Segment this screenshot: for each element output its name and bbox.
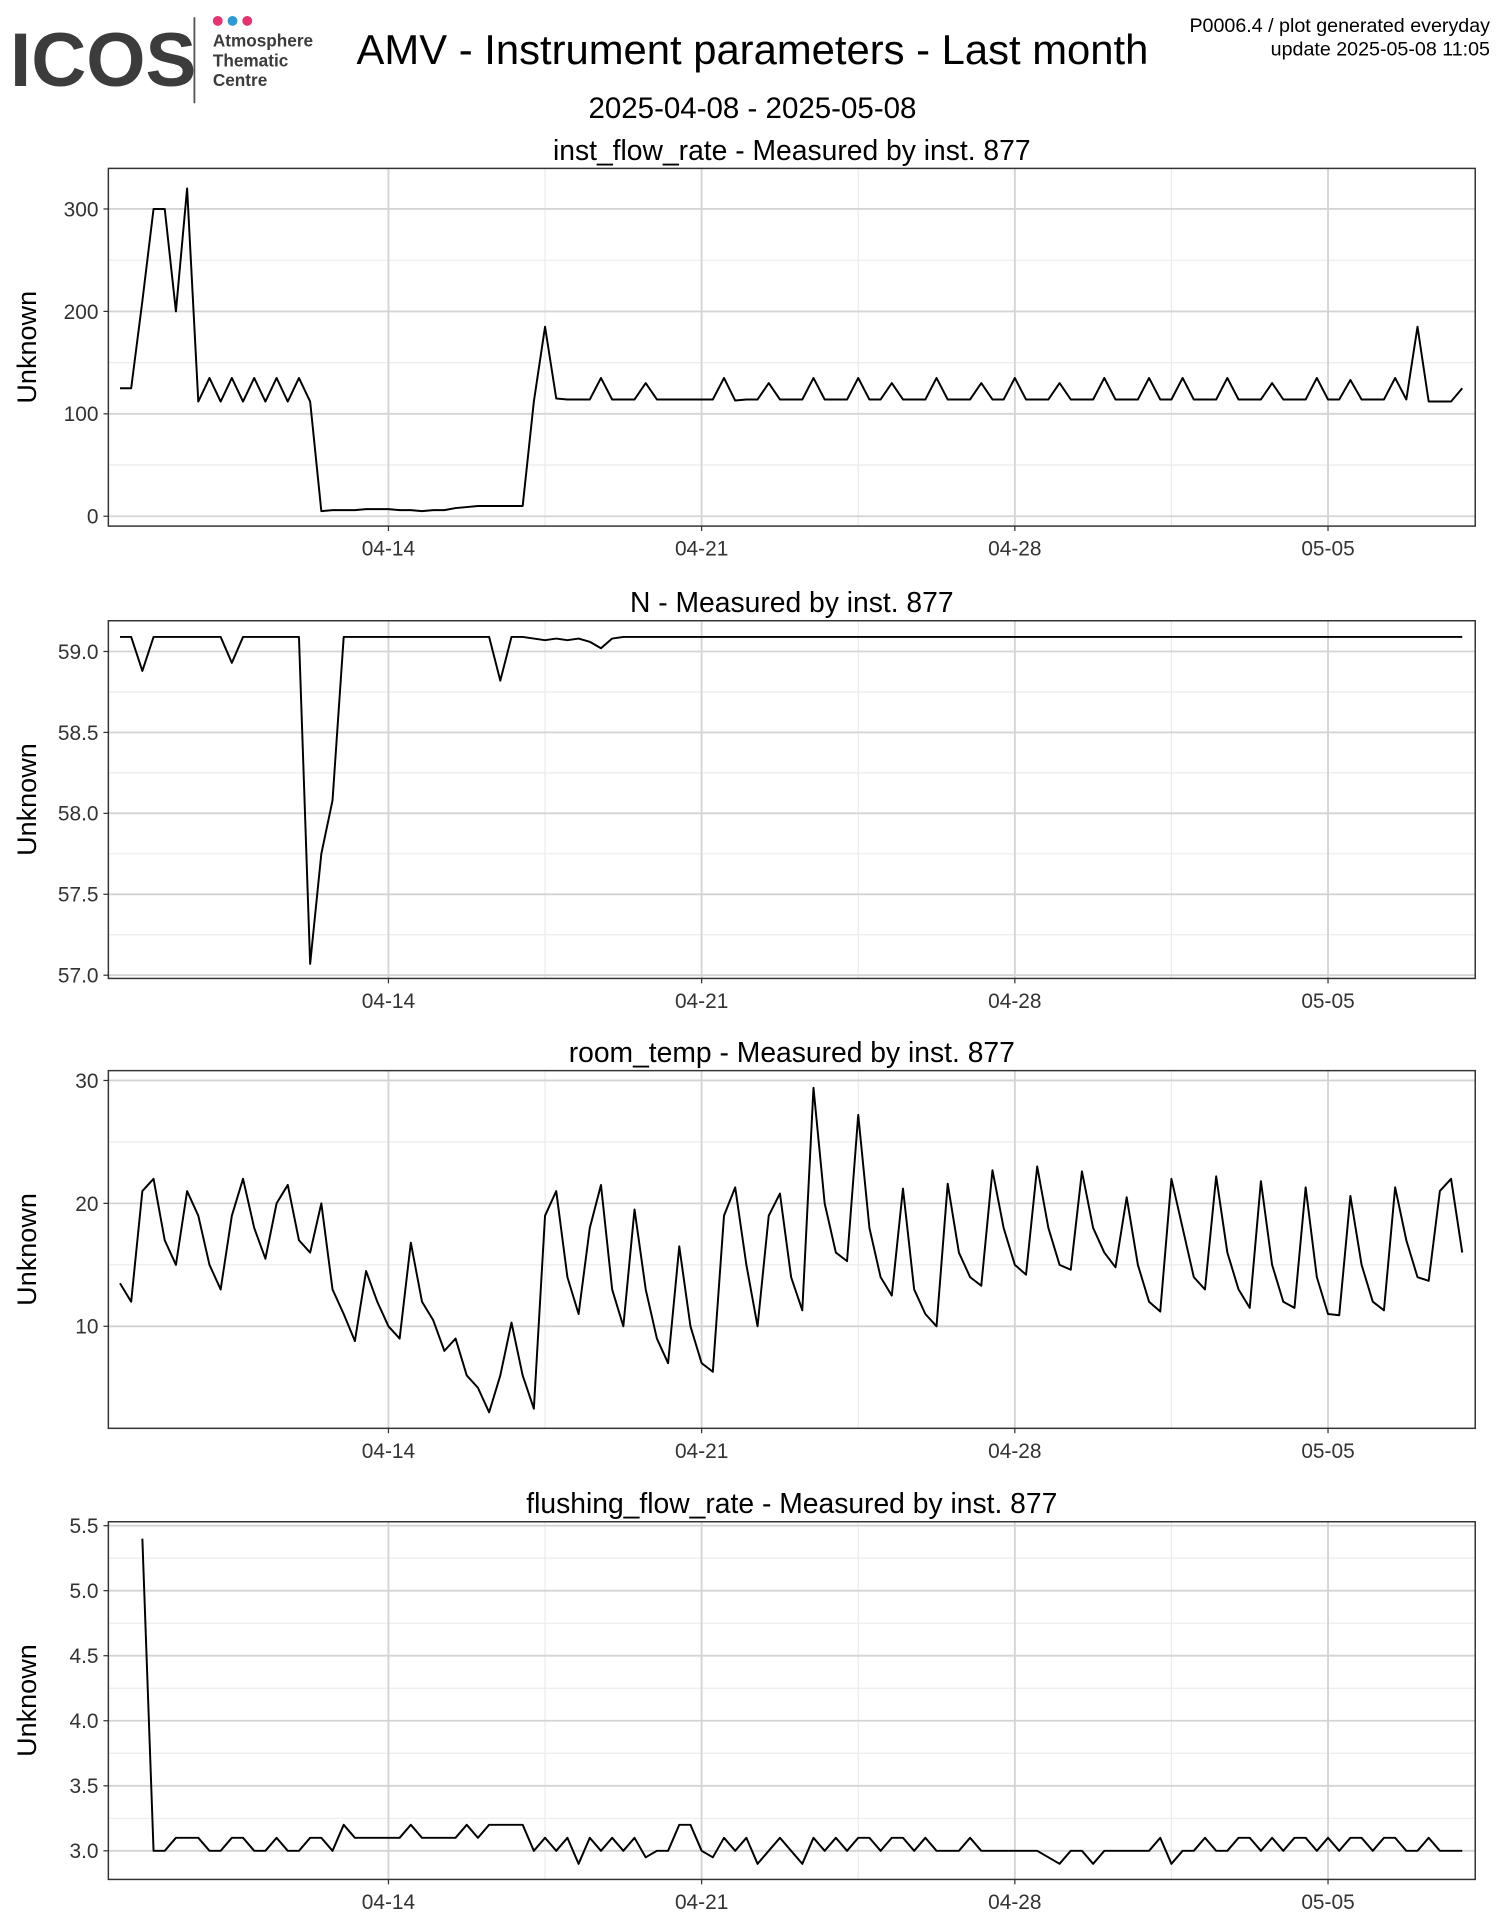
chart-title: room_temp - Measured by inst. 877 xyxy=(569,1036,1015,1068)
y-axis-label: Unknown xyxy=(12,743,42,856)
y-tick-label: 4.0 xyxy=(69,1710,98,1733)
x-tick-label: 04-28 xyxy=(988,990,1041,1013)
logo-line: Atmosphere xyxy=(213,31,313,51)
y-tick-label: 57.0 xyxy=(58,965,99,988)
y-tick-label: 0 xyxy=(87,506,99,529)
y-tick-label: 300 xyxy=(64,198,99,221)
x-tick-label: 05-05 xyxy=(1301,990,1354,1013)
chart-title: flushing_flow_rate - Measured by inst. 8… xyxy=(526,1487,1057,1519)
y-tick-label: 4.5 xyxy=(69,1645,98,1668)
y-tick-label: 10 xyxy=(75,1316,98,1339)
panel xyxy=(108,620,1476,979)
data-line xyxy=(119,635,1463,965)
page-title: AMV - Instrument parameters - Last month xyxy=(357,26,1149,73)
x-tick-label: 04-14 xyxy=(362,1891,415,1914)
chart-title: N - Measured by inst. 877 xyxy=(630,586,954,618)
x-tick-label: 04-14 xyxy=(362,538,415,561)
data-line xyxy=(119,187,1463,513)
y-tick-label: 200 xyxy=(64,301,99,324)
x-tick-label: 04-28 xyxy=(988,1891,1041,1914)
chart-title: inst_flow_rate - Measured by inst. 877 xyxy=(553,134,1031,166)
y-tick-label: 59.0 xyxy=(58,641,99,664)
panel xyxy=(108,1070,1476,1429)
data-line xyxy=(119,1086,1464,1414)
x-tick-label: 04-28 xyxy=(988,538,1041,561)
logo-dot xyxy=(212,15,223,26)
y-tick-label: 30 xyxy=(75,1070,98,1093)
y-tick-label: 3.5 xyxy=(69,1775,98,1798)
y-tick-label: 58.0 xyxy=(58,803,99,826)
logo: ICOS xyxy=(10,18,196,103)
note: P0006.4 / plot generated everyday xyxy=(1189,15,1490,37)
panel xyxy=(108,1521,1476,1880)
x-tick-label: 04-21 xyxy=(675,538,728,561)
panel-border xyxy=(107,1069,1476,1430)
x-tick-label: 04-21 xyxy=(675,1891,728,1914)
logo-dot xyxy=(227,15,238,26)
y-tick-label: 5.0 xyxy=(69,1580,98,1603)
x-tick-label: 04-14 xyxy=(362,1440,415,1463)
update: update 2025-05-08 11:05 xyxy=(1271,38,1490,60)
y-tick-label: 58.5 xyxy=(58,722,99,745)
panel xyxy=(108,168,1476,527)
x-tick-label: 05-05 xyxy=(1301,1891,1354,1914)
subtitle: 2025-04-08 - 2025-05-08 xyxy=(588,92,916,125)
y-tick-label: 100 xyxy=(64,403,99,426)
y-axis-label: Unknown xyxy=(12,291,42,404)
x-tick-label: 04-28 xyxy=(988,1440,1041,1463)
y-tick-label: 5.5 xyxy=(69,1515,98,1538)
logo-dot xyxy=(242,15,253,26)
data-line xyxy=(141,1538,1463,1865)
x-tick-label: 05-05 xyxy=(1301,538,1354,561)
y-tick-label: 3.0 xyxy=(69,1840,98,1863)
x-tick-label: 04-21 xyxy=(675,990,728,1013)
panel-border xyxy=(107,620,1476,980)
x-tick-label: 04-14 xyxy=(362,990,415,1013)
y-tick-label: 57.5 xyxy=(58,884,99,907)
logo-line: Centre xyxy=(213,70,267,90)
logo-line: Thematic xyxy=(213,50,289,70)
x-tick-label: 05-05 xyxy=(1301,1440,1354,1463)
panel-border xyxy=(107,1521,1476,1881)
y-axis-label: Unknown xyxy=(12,1193,42,1306)
panel-border xyxy=(107,167,1476,527)
x-tick-label: 04-21 xyxy=(675,1440,728,1463)
y-axis-label: Unknown xyxy=(12,1644,42,1757)
y-tick-label: 20 xyxy=(75,1193,98,1216)
